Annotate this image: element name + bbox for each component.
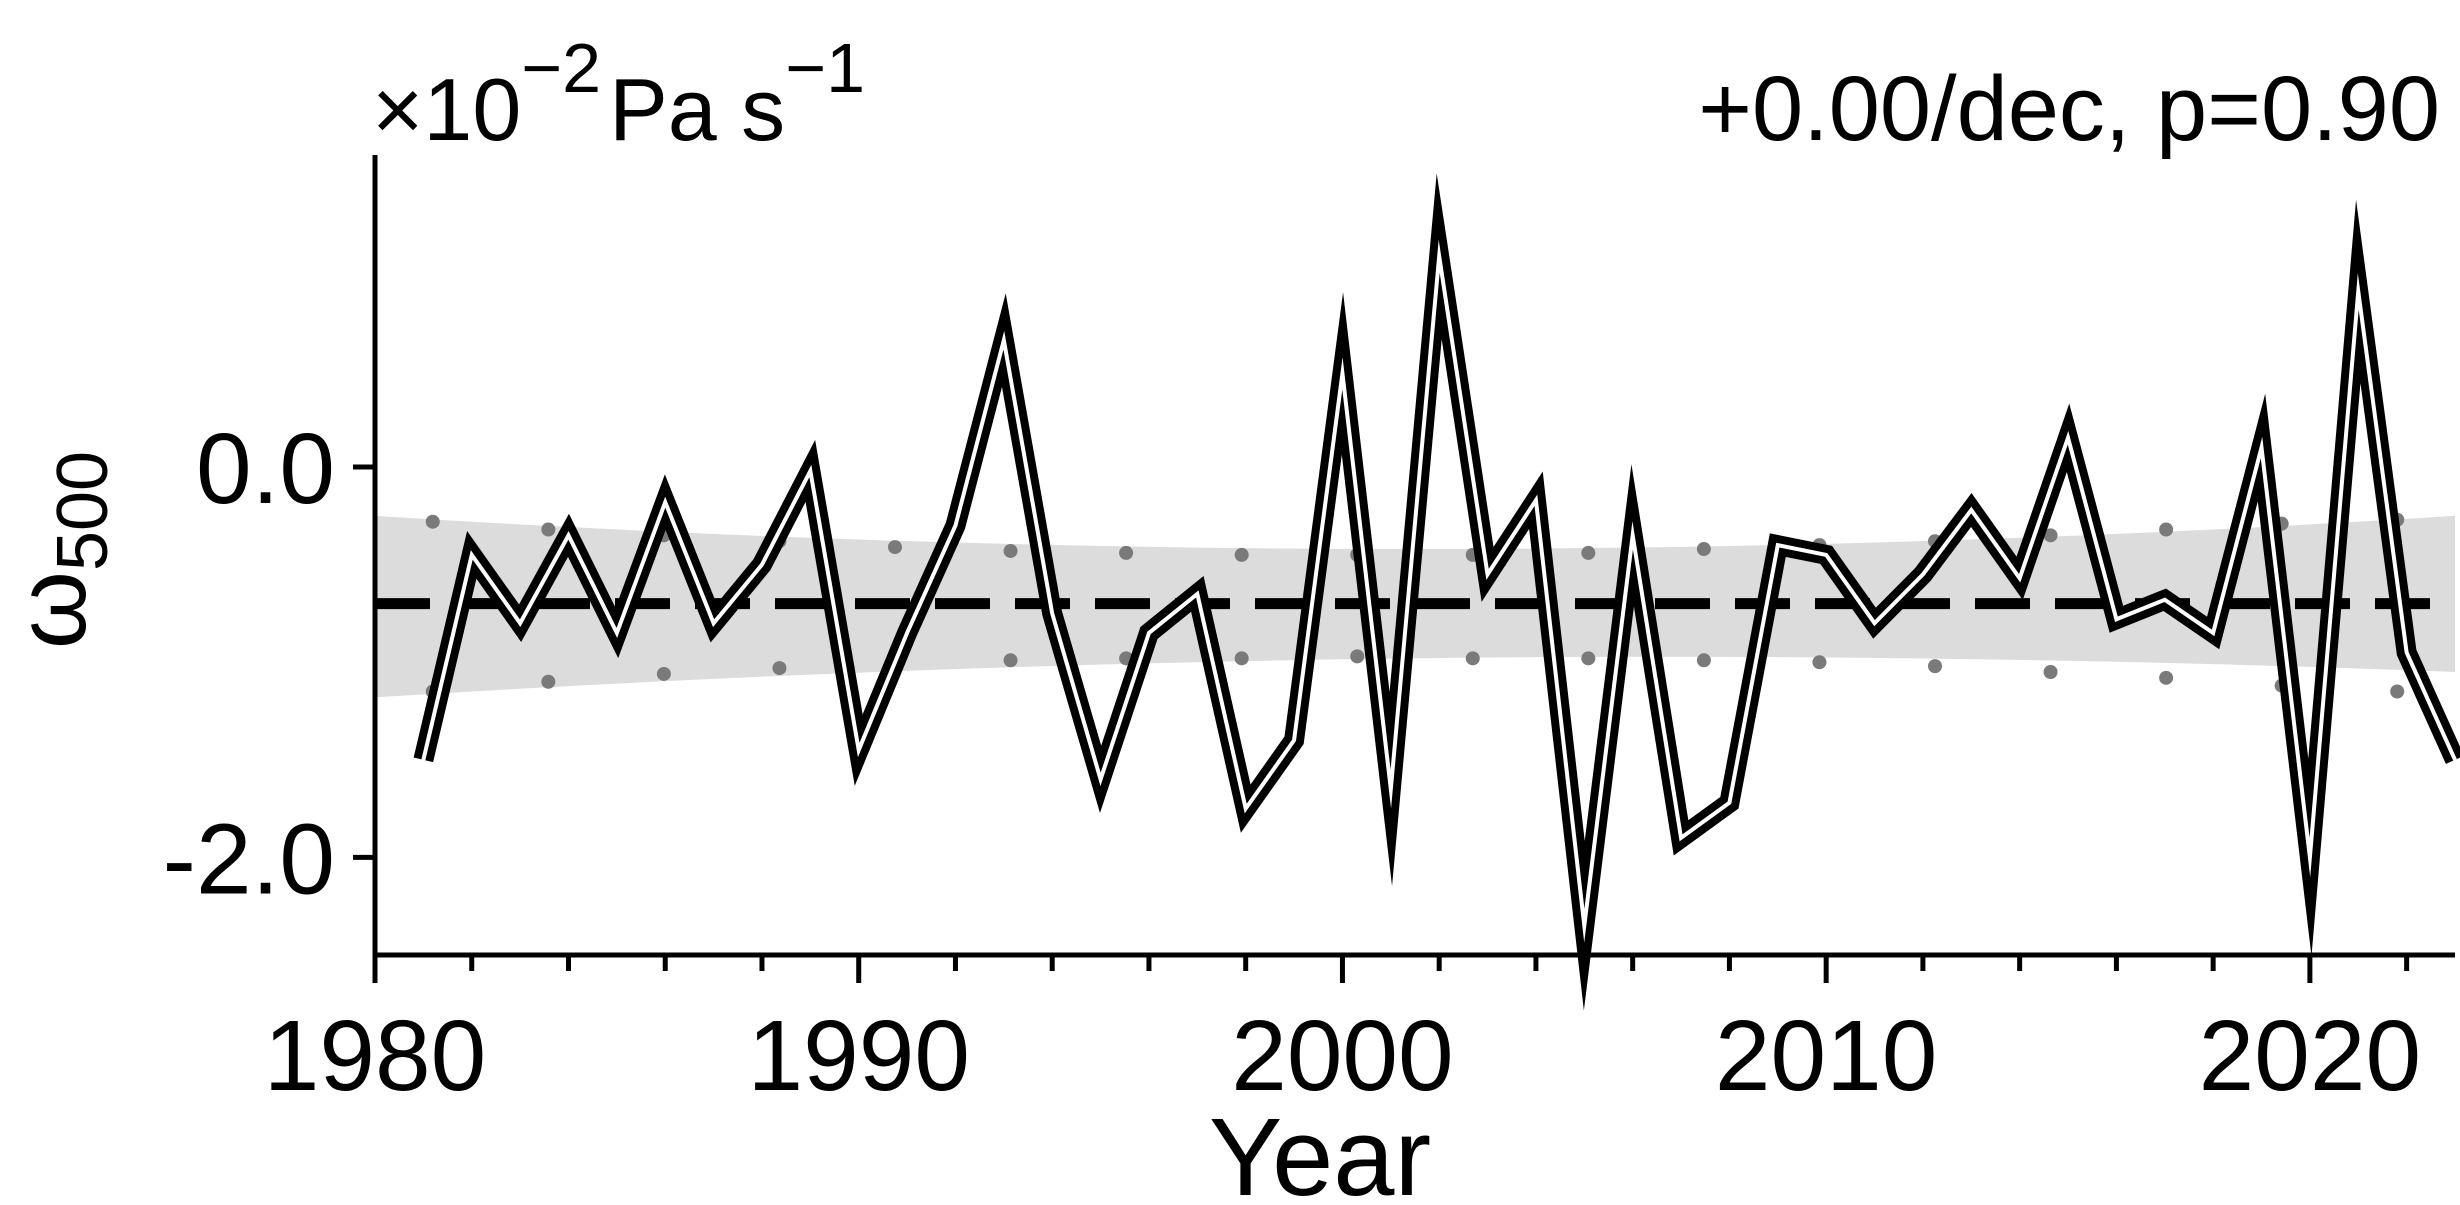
band-dot-upper — [1003, 543, 1018, 558]
x-axis-label: Year — [1209, 1096, 1431, 1200]
data-point — [1631, 534, 1634, 537]
band-dot-lower — [772, 661, 787, 676]
band-dot-lower — [1465, 651, 1480, 666]
band-dot-lower — [2390, 684, 2405, 699]
data-point — [954, 524, 957, 527]
x-tick-label: 1980 — [264, 1000, 486, 1112]
band-dot-lower — [1350, 649, 1365, 664]
y-tick-group: 0.0 -2.0 — [163, 413, 375, 915]
y-tick-label: -2.0 — [163, 803, 335, 915]
band-dot-lower — [656, 666, 671, 681]
band-dot-upper — [1696, 542, 1711, 557]
data-point — [906, 631, 909, 634]
band-dot-upper — [1234, 547, 1249, 562]
data-point — [1776, 544, 1779, 547]
x-tick-label: 1990 — [747, 1000, 969, 1112]
data-point — [1341, 372, 1344, 375]
trend-annotation: +0.00/dec, p=0.90 — [1698, 58, 2440, 160]
data-point — [1438, 255, 1441, 258]
band-dot-lower — [1812, 655, 1827, 670]
data-point — [2067, 436, 2070, 439]
data-point — [664, 501, 667, 504]
data-point — [1051, 612, 1054, 615]
data-point — [1293, 739, 1296, 742]
data-point — [1147, 631, 1150, 634]
band-dot-lower — [2043, 664, 2058, 679]
data-point — [2454, 758, 2456, 761]
data-point — [615, 631, 618, 634]
x-tick-label: 2020 — [2199, 1000, 2421, 1112]
data-point — [470, 553, 473, 556]
x-tick-label: 2000 — [1231, 1000, 1453, 1112]
data-point — [2018, 577, 2021, 580]
data-point — [2357, 290, 2360, 293]
data-point — [1680, 836, 1683, 839]
data-point — [857, 749, 860, 752]
band-dot-upper — [425, 514, 440, 529]
data-point — [422, 758, 425, 761]
band-dot-upper — [2159, 522, 2174, 537]
data-point — [760, 563, 763, 566]
band-dot-upper — [1119, 545, 1134, 560]
band-dot-upper — [541, 522, 556, 537]
data-point — [712, 622, 715, 625]
data-point — [1728, 801, 1731, 804]
data-point — [1825, 553, 1828, 556]
band-dot-lower — [1928, 659, 1942, 674]
band-dot-lower — [1003, 653, 1018, 668]
data-point — [1099, 778, 1102, 781]
data-point — [2405, 651, 2408, 654]
data-point — [1389, 788, 1392, 791]
band-dot-lower — [1696, 653, 1711, 668]
band-dot-lower — [2159, 670, 2174, 685]
band-dot-lower — [541, 674, 556, 689]
data-point — [2260, 446, 2263, 449]
data-point-group — [422, 255, 2456, 927]
x-tick-label: 2010 — [1715, 1000, 1937, 1112]
x-tick-group: 1980 1990 2000 2010 2020 — [264, 955, 2421, 1112]
band-dot-lower — [1581, 651, 1596, 666]
data-point — [2212, 631, 2215, 634]
data-point — [2163, 598, 2166, 601]
y-tick-label: 0.0 — [196, 413, 335, 525]
data-point — [2308, 856, 2311, 859]
y-axis-label: ω500 — [0, 451, 123, 649]
data-point — [1196, 592, 1199, 595]
data-point — [567, 534, 570, 537]
data-point — [1486, 573, 1489, 576]
band-dot-lower — [1234, 651, 1249, 666]
data-point — [2115, 618, 2118, 621]
data-point — [519, 622, 522, 625]
data-point — [1244, 807, 1247, 810]
data-point — [1534, 499, 1537, 502]
data-point — [1921, 573, 1924, 576]
data-point — [1873, 622, 1876, 625]
data-point — [809, 469, 812, 472]
units-label: ×10−2Pa s−1 — [372, 29, 865, 159]
data-point — [1583, 924, 1586, 927]
band-dot-upper — [2043, 528, 2058, 543]
data-point — [1002, 339, 1005, 342]
band-dot-upper — [888, 540, 902, 555]
band-dot-upper — [1581, 545, 1596, 560]
data-point — [1970, 508, 1973, 511]
